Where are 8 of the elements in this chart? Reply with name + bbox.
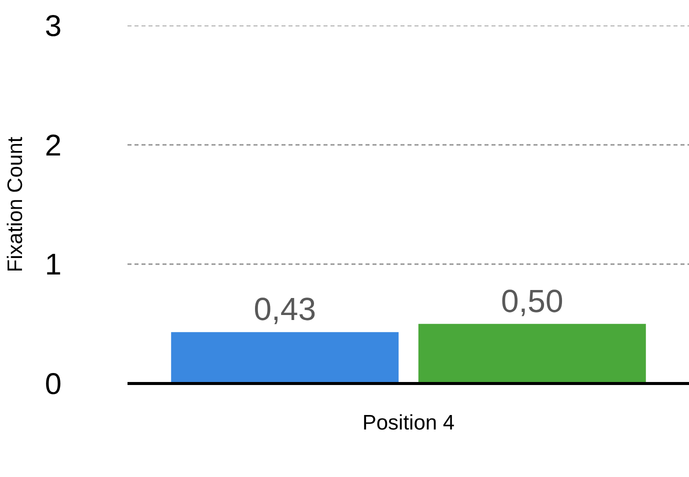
x-tick-label: Position 4 — [362, 412, 455, 434]
y-tick-label: 1 — [44, 248, 62, 282]
data-label: 0,43 — [254, 291, 316, 328]
data-label: 0,50 — [501, 282, 564, 319]
y-tick-label: 3 — [44, 10, 62, 43]
y-axis-title: Fixation Count — [4, 136, 27, 272]
y-tick-label: 2 — [44, 129, 62, 162]
y-tick-label: 0 — [44, 368, 62, 401]
